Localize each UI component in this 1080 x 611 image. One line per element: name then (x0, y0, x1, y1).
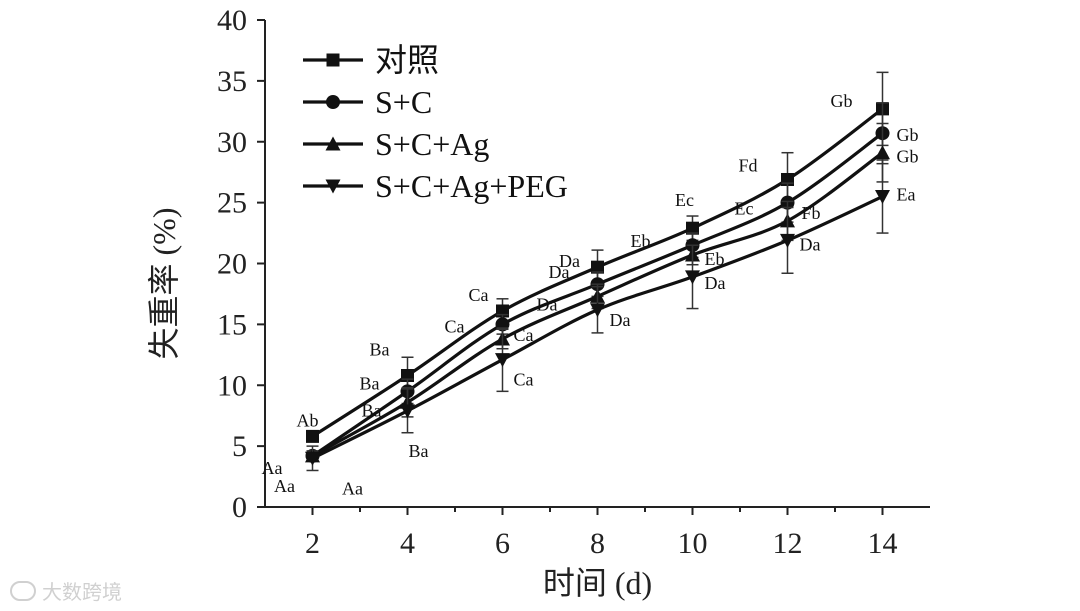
data-point (306, 429, 319, 443)
x-tick-label: 2 (305, 527, 320, 560)
legend-marker (325, 179, 341, 194)
data-labels: AbBaCaDaEcFdGbAaBaCaDaEbEcGbAaBaCaDaEbFb… (262, 91, 919, 498)
y-tick-label: 10 (217, 369, 247, 402)
legend-item-2: S+C (303, 84, 432, 120)
data-label: Ba (370, 340, 390, 360)
data-point (875, 190, 890, 205)
data-label: Ca (514, 370, 534, 390)
y-tick-label: 5 (232, 430, 247, 463)
data-label: Da (537, 294, 558, 314)
y-tick-label: 15 (217, 308, 247, 341)
legend-label: S+C+Ag (375, 126, 489, 162)
data-label: Ca (514, 325, 534, 345)
legend-marker (326, 95, 340, 109)
x-tick-label: 6 (495, 527, 510, 560)
data-label: Ba (409, 441, 429, 461)
data-point (780, 233, 795, 248)
y-tick-label: 25 (217, 187, 247, 220)
y-tick-label: 0 (232, 491, 247, 524)
x-tick-label: 14 (868, 527, 898, 560)
data-point (495, 353, 510, 368)
watermark-text: 大数跨境 (42, 580, 122, 604)
data-label: Aa (262, 458, 283, 478)
x-tick-label: 4 (400, 527, 415, 560)
data-label: Ba (362, 400, 382, 420)
data-label: Aa (274, 476, 295, 496)
legend-item-3: S+C+Ag (303, 126, 489, 162)
data-label: Fd (738, 155, 757, 175)
data-label: Ba (360, 373, 380, 393)
data-label: Gb (897, 125, 919, 145)
series-layer (305, 71, 890, 472)
data-point (685, 270, 700, 285)
x-axis-title: 时间 (d) (543, 565, 652, 601)
y-tick-label: 40 (217, 4, 247, 37)
data-label: Da (559, 251, 580, 271)
data-label: Da (549, 262, 570, 282)
legend-label: 对照 (375, 42, 439, 78)
legend-marker (325, 136, 341, 151)
data-point (591, 260, 604, 274)
y-axis-title: 失重率 (%) (146, 208, 182, 360)
data-label: Ec (675, 190, 694, 210)
legend-label: S+C+Ag+PEG (375, 168, 568, 204)
data-label: Ec (735, 199, 754, 219)
data-label: Ea (897, 185, 916, 205)
y-tick-label: 20 (217, 248, 247, 281)
data-point (590, 303, 605, 318)
watermark: 大数跨境 (10, 576, 122, 605)
data-point (686, 221, 699, 235)
data-label: Da (800, 234, 821, 254)
x-tick-label: 10 (678, 527, 708, 560)
logo-icon (10, 580, 36, 601)
legend-label: S+C (375, 84, 432, 120)
data-label: Da (610, 310, 631, 330)
data-label: Aa (342, 478, 363, 498)
data-label: Da (705, 273, 726, 293)
y-tick-label: 35 (217, 65, 247, 98)
data-label: Gb (897, 147, 919, 167)
legend-item-4: S+C+Ag+PEG (303, 168, 568, 204)
series-4 (305, 159, 890, 472)
data-point (305, 451, 320, 466)
data-label: Fb (802, 203, 821, 223)
data-label: Gb (831, 91, 853, 111)
axes: 0 5 10 15 20 25 30 35 40 2 4 6 8 10 12 14 (217, 4, 930, 560)
data-label: Ca (445, 316, 465, 336)
data-label: Ca (469, 285, 489, 305)
legend: 对照 S+C S+C+Ag S+C+Ag+PEG (303, 42, 568, 204)
data-point (400, 404, 415, 419)
data-label: Eb (705, 249, 725, 269)
legend-item-1: 对照 (303, 42, 439, 78)
y-tick-label: 30 (217, 126, 247, 159)
data-label: Ab (297, 410, 319, 430)
x-tick-label: 8 (590, 527, 605, 560)
data-label: Eb (631, 231, 651, 251)
x-tick-label: 12 (773, 527, 803, 560)
data-point (875, 145, 890, 160)
legend-marker (326, 53, 340, 67)
